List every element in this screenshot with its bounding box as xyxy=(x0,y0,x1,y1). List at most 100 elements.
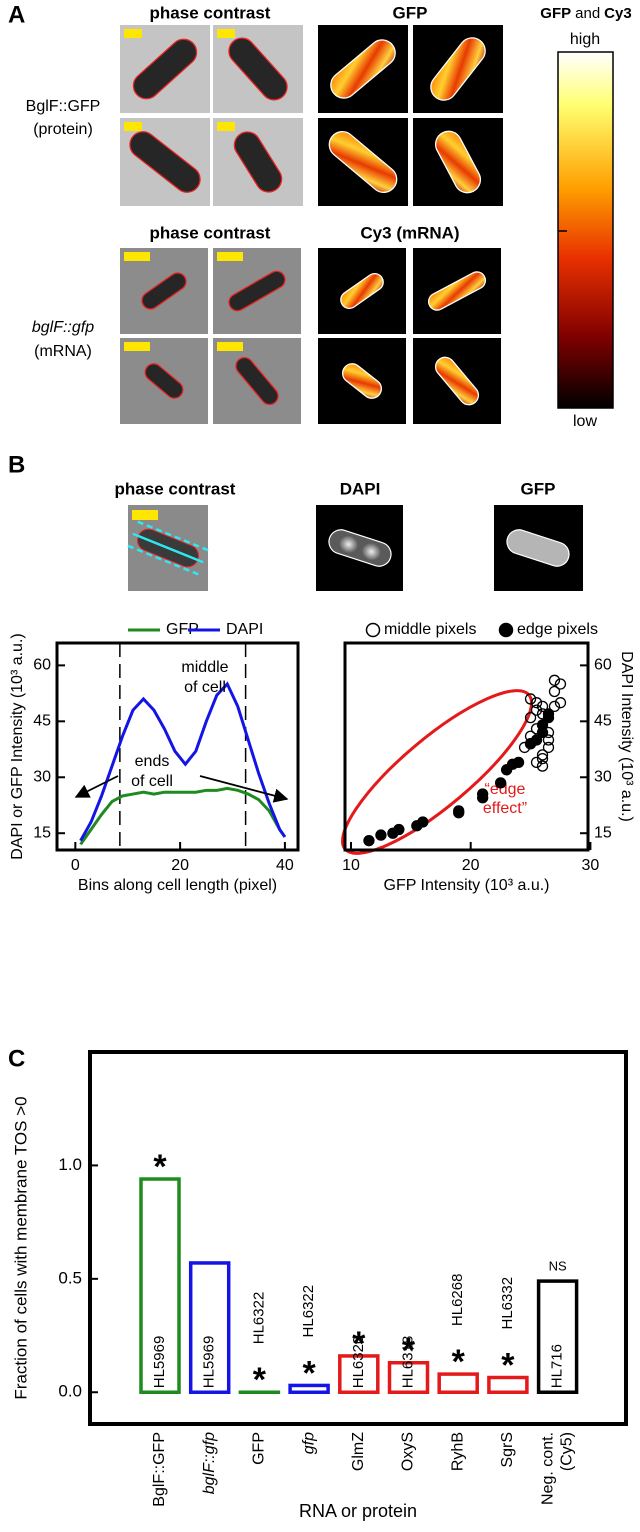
scatter-point xyxy=(536,700,549,713)
y-tick-label: 45 xyxy=(594,713,612,730)
cell-body xyxy=(434,356,480,406)
cell-body xyxy=(132,38,198,100)
x-tick-label: 30 xyxy=(581,857,599,874)
charts: GFP DAPI 0 20 40 15 30 45 60 Bins along cell leng… xyxy=(9,621,635,1521)
scatter-point xyxy=(530,697,543,709)
category-label: Neg. cont. (Cy5) xyxy=(540,1432,576,1505)
plot-frame xyxy=(343,641,590,852)
dapi-image xyxy=(316,505,403,591)
scale-bar xyxy=(124,29,142,38)
annotation: of cell xyxy=(131,773,173,790)
y-tick-label: 0.5 xyxy=(58,1268,82,1287)
category-label: RyhB xyxy=(449,1432,466,1471)
y-tick-label: 0.0 xyxy=(58,1382,82,1401)
cell-body xyxy=(129,131,201,193)
scatter-point xyxy=(554,678,567,690)
data-line xyxy=(79,786,287,846)
annotation: “edge xyxy=(485,781,526,798)
cell xyxy=(340,272,384,310)
bar xyxy=(288,1383,330,1394)
y-axis-label: DAPI or GFP Intensity (10³ a.u.) xyxy=(9,633,26,859)
significance-label: * xyxy=(402,1332,416,1370)
y-tick-label: 1.0 xyxy=(58,1155,82,1174)
legend-marker xyxy=(498,622,514,638)
legend-label: DAPI xyxy=(226,621,263,638)
scatter-point xyxy=(530,756,543,769)
colorbar-title-part: Cy3 xyxy=(604,5,632,22)
cell-body xyxy=(141,272,187,310)
cell xyxy=(233,131,283,193)
category-label: BglF::GFP xyxy=(151,1432,168,1507)
cell-body xyxy=(427,271,487,311)
annotation-ellipse xyxy=(341,689,533,855)
scatter-point xyxy=(494,777,507,789)
significance-label: * xyxy=(253,1361,267,1399)
y-tick-label: 15 xyxy=(33,824,51,841)
legend-marker xyxy=(365,622,381,638)
panel-label: C xyxy=(8,1045,25,1072)
category-label-line: Neg. cont. xyxy=(540,1432,557,1505)
y-axis-label: Fraction of cells with membrane TOS >0 xyxy=(11,1096,30,1399)
colorbar-low: low xyxy=(573,413,597,430)
scatter-point xyxy=(417,816,429,828)
cell-body xyxy=(228,270,286,312)
colorbar xyxy=(557,51,614,409)
annotation-arrow xyxy=(199,775,289,803)
scatter-point xyxy=(530,734,543,746)
category-label: SgrS xyxy=(499,1432,516,1468)
category-label: gfp xyxy=(300,1432,317,1454)
significance-label: * xyxy=(352,1325,366,1363)
cell xyxy=(144,363,184,399)
x-tick-label: 20 xyxy=(171,857,189,874)
cell xyxy=(235,356,279,406)
scatter-point xyxy=(548,674,561,686)
scatter-point xyxy=(530,704,543,716)
row-label: (protein) xyxy=(33,121,93,138)
scatter-point xyxy=(548,700,561,713)
scatter-point xyxy=(536,719,549,731)
bar xyxy=(139,1177,181,1394)
y-tick-label: 60 xyxy=(33,657,51,674)
scale-bar xyxy=(124,342,150,351)
cell xyxy=(328,130,398,194)
cell xyxy=(430,37,486,101)
scale-bar xyxy=(124,252,150,261)
x-tick-label: 0 xyxy=(71,857,80,874)
data-line xyxy=(79,681,287,842)
cell xyxy=(434,356,480,406)
bar xyxy=(387,1361,430,1394)
bar xyxy=(437,1372,479,1394)
cell-body xyxy=(235,356,279,406)
legend-label: middle pixels xyxy=(384,621,476,638)
scatter-point xyxy=(542,708,555,720)
colorbar-title-part: GFP xyxy=(540,5,571,22)
scatter-point xyxy=(536,749,549,761)
cell-body xyxy=(340,272,384,310)
scatter-point xyxy=(477,788,489,800)
y-tick-label: 30 xyxy=(594,768,612,785)
annotation: of cell xyxy=(184,679,226,696)
column-header: phase contrast xyxy=(150,3,271,22)
scatter-point xyxy=(536,760,549,772)
row-label: bglF::gfp xyxy=(32,319,94,336)
y-axis-label: DAPI Intensity (10³ a.u.) xyxy=(618,651,635,822)
strain-label: HL6268 xyxy=(449,1274,466,1327)
scatter-point xyxy=(524,711,537,724)
legend-label: GFP xyxy=(166,621,199,638)
significance-label: * xyxy=(501,1346,515,1384)
x-tick-label: 40 xyxy=(276,857,294,874)
significance-label: * xyxy=(302,1354,316,1392)
scale-bar xyxy=(217,29,235,38)
significance-label: * xyxy=(452,1343,466,1381)
y-tick-label: 15 xyxy=(594,824,612,841)
plot-frame xyxy=(55,641,300,852)
x-axis-label: GFP Intensity (10³ a.u.) xyxy=(384,877,550,894)
cell-body xyxy=(430,37,486,101)
x-axis-label: Bins along cell length (pixel) xyxy=(78,877,277,894)
annotation-arrow xyxy=(74,775,119,798)
y-tick-label: 30 xyxy=(33,768,51,785)
scale-bar xyxy=(217,122,235,131)
strain-label: HL5969 xyxy=(201,1336,218,1389)
scatter-point xyxy=(375,829,387,841)
